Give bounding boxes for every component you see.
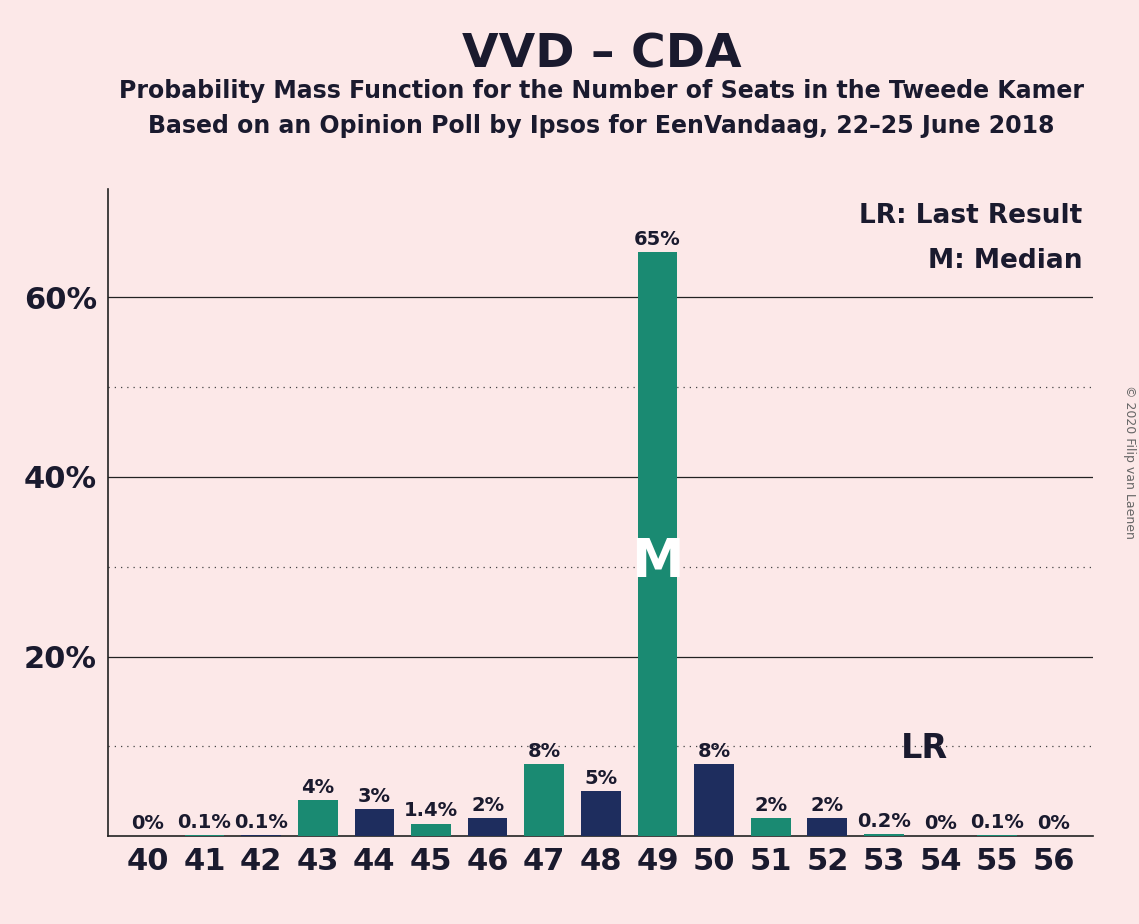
Bar	[298, 800, 337, 836]
Text: 0%: 0%	[131, 814, 164, 833]
Bar	[638, 252, 678, 836]
Text: 8%: 8%	[697, 742, 730, 760]
Bar	[581, 791, 621, 836]
Bar	[808, 819, 847, 836]
Text: 1.4%: 1.4%	[404, 801, 458, 821]
Text: VVD – CDA: VVD – CDA	[461, 32, 741, 78]
Text: LR: Last Result: LR: Last Result	[859, 203, 1082, 229]
Bar	[411, 823, 451, 836]
Bar	[354, 809, 394, 836]
Text: M: Median: M: Median	[927, 248, 1082, 274]
Text: 0.2%: 0.2%	[857, 812, 911, 831]
Text: Probability Mass Function for the Number of Seats in the Tweede Kamer: Probability Mass Function for the Number…	[118, 79, 1084, 103]
Text: 4%: 4%	[301, 778, 334, 796]
Text: M: M	[631, 536, 683, 588]
Text: 65%: 65%	[634, 230, 681, 249]
Text: 5%: 5%	[584, 769, 617, 787]
Text: 2%: 2%	[754, 796, 787, 815]
Text: 2%: 2%	[811, 796, 844, 815]
Text: LR: LR	[901, 732, 948, 765]
Text: 0%: 0%	[924, 814, 957, 833]
Text: 0.1%: 0.1%	[178, 813, 231, 832]
Text: 0.1%: 0.1%	[235, 813, 288, 832]
Text: 8%: 8%	[527, 742, 560, 760]
Bar	[468, 819, 507, 836]
Text: 0%: 0%	[1038, 814, 1071, 833]
Bar	[524, 764, 564, 836]
Text: 3%: 3%	[358, 786, 391, 806]
Bar	[751, 819, 790, 836]
Text: Based on an Opinion Poll by Ipsos for EenVandaag, 22–25 June 2018: Based on an Opinion Poll by Ipsos for Ee…	[148, 114, 1055, 138]
Text: © 2020 Filip van Laenen: © 2020 Filip van Laenen	[1123, 385, 1137, 539]
Text: 2%: 2%	[472, 796, 505, 815]
Text: 0.1%: 0.1%	[970, 813, 1024, 832]
Bar	[865, 834, 903, 836]
Bar	[695, 764, 734, 836]
